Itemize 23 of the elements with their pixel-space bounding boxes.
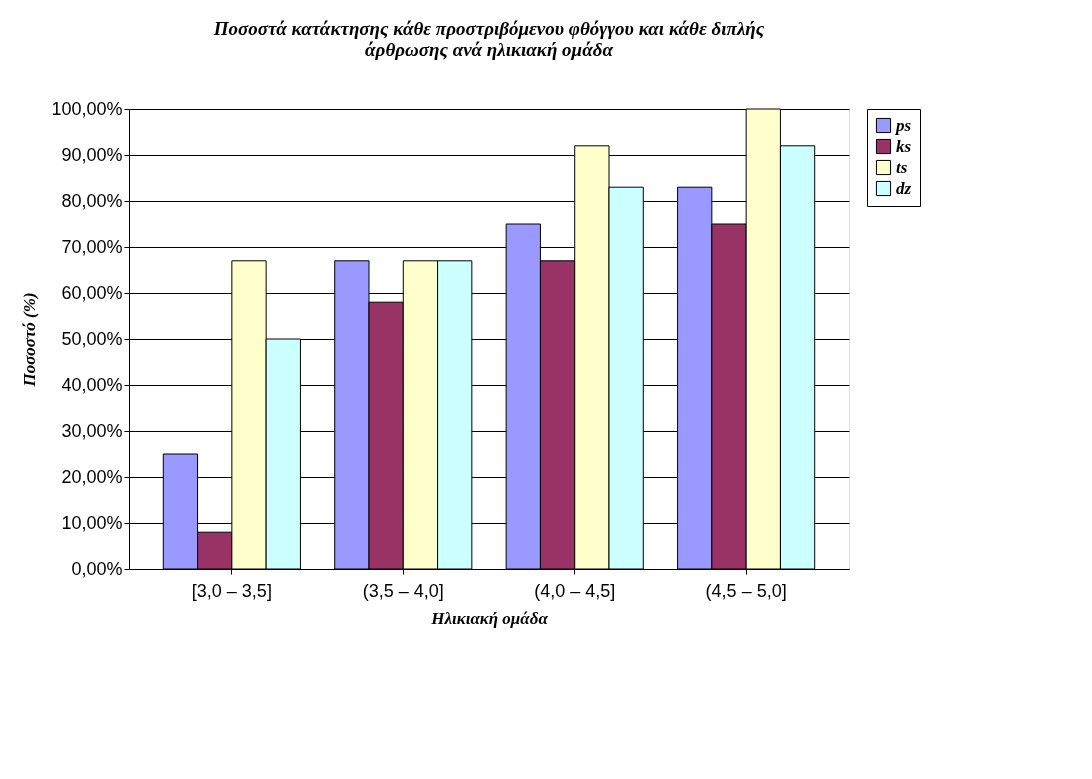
y-axis-title: Ποσοστό (%) xyxy=(20,292,40,388)
x-tick-label: [3,0 – 3,5] xyxy=(191,580,272,601)
y-tick-label: 0,00% xyxy=(71,558,123,579)
y-tick-label: 70,00% xyxy=(61,236,123,257)
x-axis-title: Ηλικιακή ομάδα xyxy=(430,608,549,628)
x-tick-label: (3,5 – 4,0] xyxy=(362,580,444,601)
y-tick-label: 40,00% xyxy=(61,374,123,395)
text: άρθρωσης ανά ηλικιακή ομάδα xyxy=(365,39,613,60)
x-tick-label: (4,5 – 5,0] xyxy=(705,580,787,601)
legend-label: dz xyxy=(896,178,912,198)
y-tick-label: 60,00% xyxy=(61,282,123,303)
legend-label: ks xyxy=(896,136,912,156)
y-tick-label: 50,00% xyxy=(61,328,123,349)
legend-label: ps xyxy=(894,115,912,135)
y-tick-label: 90,00% xyxy=(61,144,123,165)
y-tick-label: 80,00% xyxy=(61,190,123,211)
y-tick-label: 30,00% xyxy=(61,420,123,441)
text: Ποσοστά κατάκτησης κάθε προστριβόμενου φθόγγου και κάθε διπλής xyxy=(213,18,765,39)
y-tick-label: 20,00% xyxy=(61,466,123,487)
x-tick-label: (4,0 – 4,5] xyxy=(534,580,616,601)
y-tick-label: 10,00% xyxy=(61,512,123,533)
legend-label: ts xyxy=(896,157,908,177)
y-tick-label: 100,00% xyxy=(51,98,123,119)
